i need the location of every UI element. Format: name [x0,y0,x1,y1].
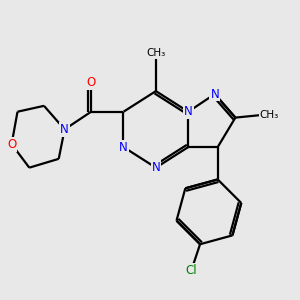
Text: N: N [119,141,128,154]
Text: CH₃: CH₃ [260,110,279,120]
Text: O: O [7,138,16,151]
Text: N: N [184,105,193,118]
Text: N: N [210,88,219,100]
Text: N: N [152,161,160,174]
Text: N: N [60,123,69,136]
Text: CH₃: CH₃ [146,48,166,59]
Text: O: O [86,76,96,89]
Text: Cl: Cl [185,264,197,277]
